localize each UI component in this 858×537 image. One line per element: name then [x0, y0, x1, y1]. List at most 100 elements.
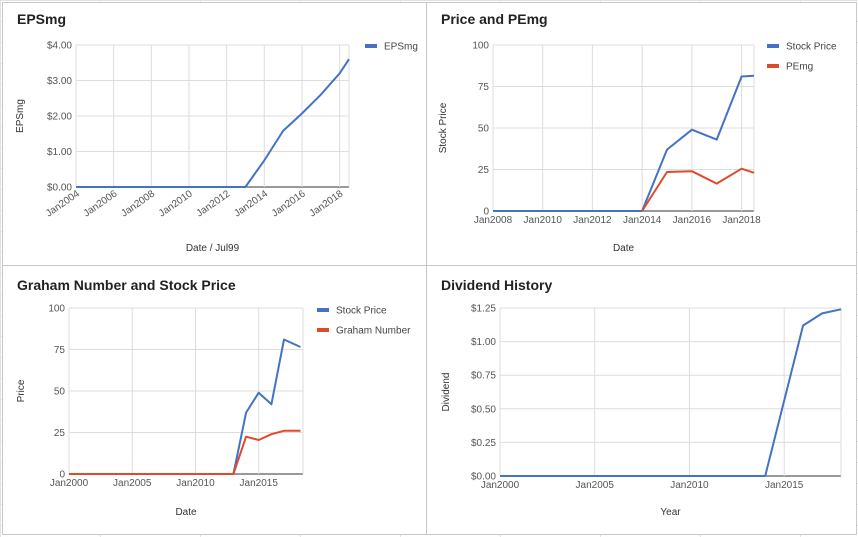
- x-tick-label: Jan2016: [270, 188, 308, 219]
- data-point: [283, 430, 285, 432]
- chart-title: Graham Number and Stock Price: [17, 277, 236, 293]
- y-tick-label: 25: [54, 428, 66, 439]
- x-tick-label: Jan2014: [232, 188, 270, 219]
- data-point: [245, 436, 247, 438]
- x-tick-label: Jan2000: [481, 480, 520, 491]
- series-line: [76, 58, 350, 188]
- series-line: [69, 429, 301, 475]
- chart-panel-epsmg[interactable]: EPSmg $0.00 $1.00 $2.00 $3.00 $4.00 Jan2004 Jan…: [2, 2, 427, 266]
- data-point: [270, 403, 272, 405]
- legend-swatch: [767, 44, 779, 48]
- data-point: [282, 130, 284, 132]
- chart-title: EPSmg: [17, 11, 66, 27]
- data-point: [753, 172, 755, 174]
- x-tick-label: Jan2008: [119, 188, 157, 219]
- data-point: [591, 210, 593, 212]
- data-point: [666, 149, 668, 151]
- x-tick-label: Jan2008: [474, 215, 513, 226]
- y-tick-label: $4.00: [47, 41, 72, 52]
- data-point: [226, 186, 228, 188]
- x-tick-label: Jan2016: [673, 215, 712, 226]
- y-tick-label: $0.00: [471, 472, 496, 483]
- x-tick-label: Jan2005: [576, 480, 615, 491]
- data-point: [283, 339, 285, 341]
- data-point: [594, 475, 596, 477]
- y-tick-label: 50: [478, 124, 490, 135]
- data-point: [245, 412, 247, 414]
- data-point: [301, 113, 303, 115]
- legend-label: Stock Price: [336, 306, 387, 317]
- data-point: [258, 392, 260, 394]
- y-tick-label: $1.00: [47, 147, 72, 158]
- x-tick-label: Jan2010: [670, 480, 709, 491]
- data-point: [270, 433, 272, 435]
- data-point: [339, 72, 341, 74]
- x-tick-label: Jan2014: [623, 215, 662, 226]
- x-tick-label: Jan2018: [722, 215, 761, 226]
- data-point: [263, 159, 265, 161]
- legend-label: Graham Number: [336, 326, 411, 337]
- chart-title: Price and PEmg: [441, 11, 548, 27]
- y-tick-label: $0.00: [47, 183, 72, 194]
- x-tick-label: Jan2010: [524, 215, 563, 226]
- y-tick-label: $3.00: [47, 76, 72, 87]
- legend-label: PEmg: [786, 62, 813, 73]
- y-tick-label: 75: [54, 345, 66, 356]
- y-tick-label: 100: [48, 304, 65, 315]
- y-axis-label: EPSmg: [15, 99, 26, 133]
- data-point: [499, 475, 501, 477]
- data-point: [131, 473, 133, 475]
- series-line: [493, 74, 755, 212]
- data-point: [232, 473, 234, 475]
- x-axis-label: Year: [660, 507, 681, 518]
- x-tick-label: Jan2018: [308, 188, 346, 219]
- x-axis-label: Date: [175, 507, 197, 518]
- y-tick-label: 0: [483, 207, 489, 218]
- series-line: [69, 338, 301, 475]
- x-axis-label: Date / Jul99: [186, 243, 240, 254]
- x-tick-label: Jan2010: [157, 188, 195, 219]
- y-tick-label: 100: [472, 41, 489, 52]
- data-point: [741, 76, 743, 78]
- x-axis-label: Date: [613, 243, 635, 254]
- y-tick-label: $1.00: [471, 337, 496, 348]
- data-point: [75, 186, 77, 188]
- x-tick-label: Jan2015: [765, 480, 804, 491]
- data-point: [688, 475, 690, 477]
- data-point: [348, 58, 350, 60]
- chart-panel-graham-number[interactable]: Graham Number and Stock Price 0 25 50 75 100 J…: [2, 265, 427, 535]
- y-tick-label: $0.25: [471, 438, 496, 449]
- data-point: [194, 473, 196, 475]
- x-tick-label: Jan2012: [573, 215, 612, 226]
- data-point: [716, 183, 718, 185]
- legend-label: EPSmg: [384, 42, 418, 53]
- series-line: [641, 167, 755, 212]
- chart-panel-price-pemg[interactable]: Price and PEmg 0 25 50 75 100 Jan2008 Jan2010 Ja…: [426, 2, 857, 266]
- y-tick-label: $1.25: [471, 304, 496, 315]
- x-tick-label: Jan2012: [195, 188, 233, 219]
- chart-panel-dividend-history[interactable]: Dividend History $0.00 $0.25 $0.50 $0.75 $1.0…: [426, 265, 857, 535]
- legend-swatch: [365, 44, 377, 48]
- y-tick-label: 0: [59, 470, 65, 481]
- data-point: [753, 75, 755, 77]
- y-tick-label: 25: [478, 165, 490, 176]
- data-point: [802, 324, 804, 326]
- data-point: [299, 346, 301, 348]
- x-tick-label: Jan2010: [176, 478, 215, 489]
- y-tick-label: $0.75: [471, 371, 496, 382]
- data-point: [821, 312, 823, 314]
- legend-swatch: [767, 64, 779, 68]
- data-point: [150, 186, 152, 188]
- chart-svg-dividend-history: Dividend History $0.00 $0.25 $0.50 $0.75 $1.0…: [441, 277, 842, 518]
- x-tick-label: Jan2006: [82, 188, 120, 219]
- y-axis-label: Stock Price: [438, 102, 449, 153]
- data-point: [691, 170, 693, 172]
- x-tick-label: Jan2015: [240, 478, 279, 489]
- legend-swatch: [317, 328, 329, 332]
- data-point: [716, 139, 718, 141]
- x-tick-label: Jan2000: [50, 478, 89, 489]
- series-line: [500, 308, 842, 477]
- y-tick-label: 50: [54, 387, 66, 398]
- chart-title: Dividend History: [441, 277, 552, 293]
- data-point: [320, 94, 322, 96]
